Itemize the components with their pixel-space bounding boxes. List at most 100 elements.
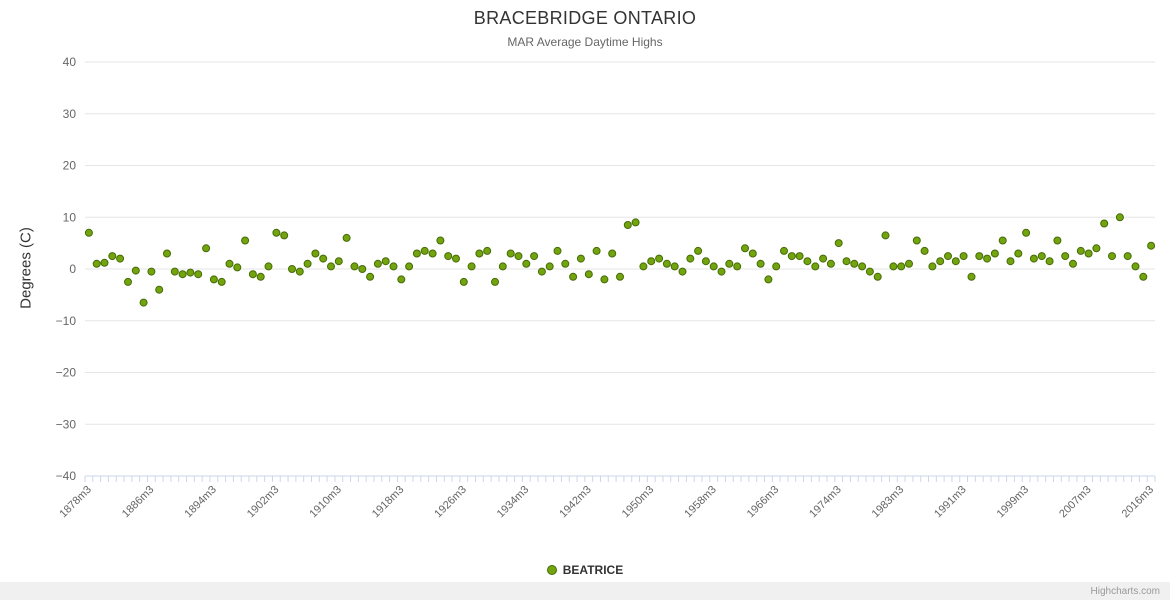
data-point[interactable] — [1029, 254, 1038, 263]
data-point[interactable] — [1053, 236, 1062, 245]
data-point[interactable] — [225, 259, 234, 268]
data-point[interactable] — [584, 270, 593, 279]
data-point[interactable] — [233, 263, 242, 272]
data-point[interactable] — [459, 277, 468, 286]
data-point[interactable] — [772, 262, 781, 271]
data-point[interactable] — [100, 258, 109, 267]
data-point[interactable] — [202, 244, 211, 253]
data-point[interactable] — [311, 249, 320, 258]
data-point[interactable] — [655, 254, 664, 263]
data-point[interactable] — [241, 236, 250, 245]
data-point[interactable] — [850, 259, 859, 268]
data-point[interactable] — [998, 236, 1007, 245]
data-point[interactable] — [631, 218, 640, 227]
data-point[interactable] — [295, 267, 304, 276]
data-point[interactable] — [834, 239, 843, 248]
data-point[interactable] — [194, 270, 203, 279]
data-point[interactable] — [686, 254, 695, 263]
data-point[interactable] — [1022, 228, 1031, 237]
data-point[interactable] — [1006, 257, 1015, 266]
data-point[interactable] — [116, 254, 125, 263]
data-point[interactable] — [756, 259, 765, 268]
data-point[interactable] — [444, 252, 453, 261]
data-point[interactable] — [178, 270, 187, 279]
data-point[interactable] — [1069, 259, 1077, 268]
data-point[interactable] — [1139, 272, 1148, 281]
data-point[interactable] — [967, 272, 976, 281]
data-point[interactable] — [905, 259, 913, 268]
data-point[interactable] — [412, 249, 421, 258]
legend-item-beatrice[interactable]: BEATRICE — [0, 560, 1170, 580]
data-point[interactable] — [170, 267, 179, 276]
data-point[interactable] — [928, 262, 937, 271]
data-point[interactable] — [1123, 252, 1132, 261]
data-point[interactable] — [1108, 252, 1116, 261]
data-point[interactable] — [858, 262, 867, 271]
data-point[interactable] — [1115, 213, 1124, 222]
data-point[interactable] — [990, 249, 999, 258]
data-point[interactable] — [288, 265, 296, 273]
data-point[interactable] — [1061, 252, 1070, 261]
data-point[interactable] — [1076, 246, 1085, 255]
data-point[interactable] — [256, 272, 265, 281]
data-point[interactable] — [155, 285, 164, 294]
data-point[interactable] — [600, 275, 609, 284]
data-point[interactable] — [811, 262, 820, 271]
data-point[interactable] — [498, 262, 507, 271]
data-point[interactable] — [124, 277, 132, 286]
data-point[interactable] — [951, 257, 960, 266]
data-point[interactable] — [741, 244, 749, 253]
data-point[interactable] — [545, 262, 554, 271]
data-point[interactable] — [553, 246, 562, 255]
highcharts-credits-link[interactable]: Highcharts.com — [1090, 586, 1160, 597]
data-point[interactable] — [334, 257, 343, 266]
data-point[interactable] — [733, 262, 742, 271]
data-point[interactable] — [639, 262, 648, 271]
data-point[interactable] — [108, 252, 117, 261]
data-point[interactable] — [248, 270, 257, 279]
data-point[interactable] — [576, 254, 585, 263]
data-point[interactable] — [84, 228, 93, 237]
data-point[interactable] — [92, 259, 101, 268]
data-point[interactable] — [327, 262, 335, 271]
data-point[interactable] — [217, 277, 226, 286]
data-point[interactable] — [803, 257, 812, 266]
data-point[interactable] — [491, 277, 499, 286]
data-point[interactable] — [1084, 249, 1093, 258]
data-point[interactable] — [147, 267, 156, 276]
data-point[interactable] — [405, 262, 414, 271]
data-point[interactable] — [530, 252, 539, 261]
data-point[interactable] — [865, 267, 874, 276]
data-point[interactable] — [795, 252, 804, 261]
data-point[interactable] — [506, 249, 515, 258]
data-point[interactable] — [373, 259, 382, 268]
data-point[interactable] — [983, 254, 992, 263]
data-point[interactable] — [912, 236, 921, 245]
data-point[interactable] — [701, 257, 710, 266]
data-point[interactable] — [1092, 244, 1101, 253]
data-point[interactable] — [975, 252, 984, 261]
data-point[interactable] — [623, 221, 632, 229]
data-point[interactable] — [1014, 249, 1023, 258]
data-point[interactable] — [780, 246, 788, 255]
data-point[interactable] — [662, 259, 671, 268]
data-point[interactable] — [366, 272, 375, 281]
data-point[interactable] — [131, 266, 140, 275]
data-point[interactable] — [163, 249, 171, 258]
data-point[interactable] — [280, 231, 289, 240]
data-point[interactable] — [959, 252, 968, 261]
data-point[interactable] — [420, 246, 429, 255]
data-point[interactable] — [514, 252, 523, 261]
data-point[interactable] — [678, 267, 687, 276]
data-point[interactable] — [475, 249, 484, 258]
data-point[interactable] — [397, 275, 406, 284]
data-point[interactable] — [616, 272, 624, 281]
data-point[interactable] — [717, 267, 726, 276]
data-point[interactable] — [670, 262, 679, 271]
data-point[interactable] — [1147, 241, 1156, 250]
data-point[interactable] — [428, 249, 437, 258]
data-point[interactable] — [350, 262, 359, 271]
data-point[interactable] — [936, 257, 945, 266]
data-point[interactable] — [467, 262, 476, 271]
data-point[interactable] — [483, 246, 492, 255]
